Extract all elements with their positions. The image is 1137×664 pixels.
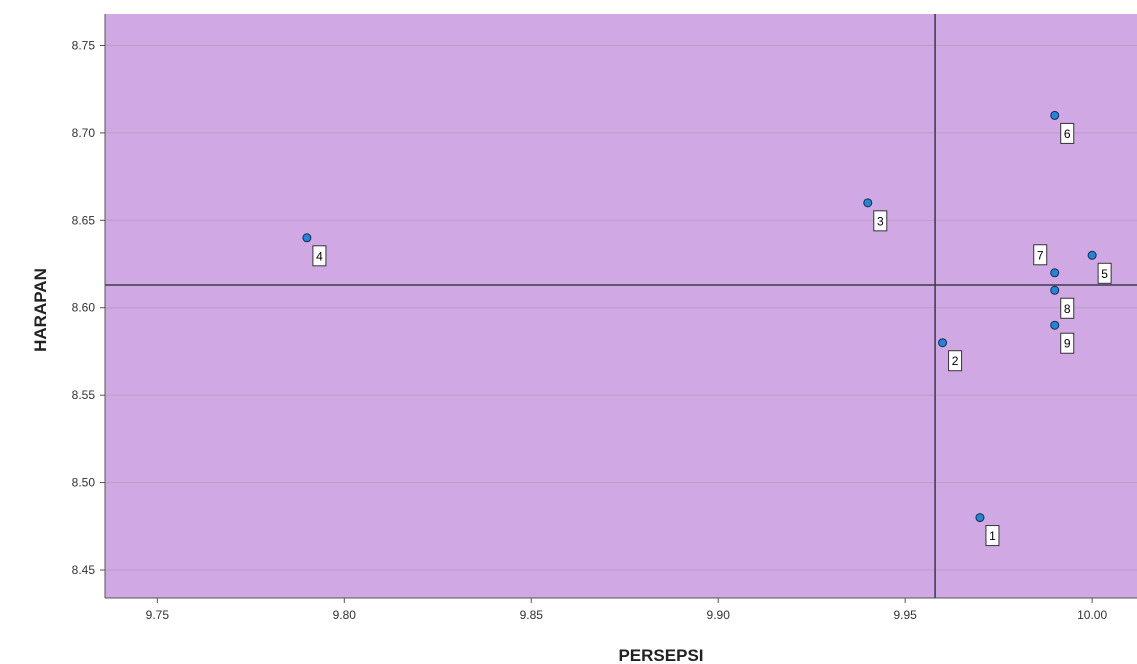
data-point (1050, 110, 1060, 120)
x-axis-title: PERSEPSI (618, 646, 703, 664)
y-tick-label: 8.50 (72, 476, 96, 490)
point-label-box (1060, 122, 1075, 144)
x-tick-label: 9.80 (333, 608, 357, 622)
point-label: 5 (1101, 267, 1108, 281)
reference-lines (105, 14, 1137, 598)
data-point (863, 198, 873, 208)
point-label: 2 (952, 354, 959, 368)
y-tick-label: 8.65 (72, 213, 96, 227)
point-label: 6 (1064, 127, 1071, 141)
y-tick-label: 8.60 (72, 301, 96, 315)
point-label: 4 (316, 249, 323, 263)
data-points: 1 2 3 4 5 6 7 8 9 (302, 110, 1112, 547)
point-label: 1 (989, 529, 996, 543)
data-point (1050, 320, 1060, 330)
point-label: 7 (1037, 248, 1044, 262)
x-tick-label: 9.95 (893, 608, 917, 622)
y-tick-label: 8.55 (72, 388, 96, 402)
y-tick-label: 8.45 (72, 563, 96, 577)
point-label-box (1060, 297, 1075, 319)
point-label-box (1060, 332, 1075, 354)
y-tick-label: 8.75 (72, 38, 96, 52)
x-tick-label: 9.90 (707, 608, 731, 622)
y-axis-title: HARAPAN (31, 268, 50, 352)
grid-lines (105, 44, 1137, 571)
data-point (1087, 250, 1097, 260)
data-point (975, 513, 985, 523)
x-axis-ticks: 9.75 9.80 9.85 9.90 9.95 10.00 (146, 598, 1107, 622)
y-tick-label: 8.70 (72, 126, 96, 140)
point-label-box (312, 245, 327, 267)
point-label-box (873, 210, 888, 232)
point-label: 3 (877, 214, 884, 228)
point-label-box (948, 350, 963, 372)
point-label: 8 (1064, 302, 1071, 316)
data-point (1050, 268, 1060, 278)
point-label: 9 (1064, 337, 1071, 351)
point-label-box (1097, 262, 1112, 284)
point-label-box (985, 525, 1000, 547)
data-point (1050, 285, 1060, 295)
data-point (938, 338, 948, 348)
x-tick-label: 10.00 (1077, 608, 1107, 622)
point-label-box (1033, 244, 1048, 266)
plot-area (105, 14, 1137, 598)
x-tick-label: 9.75 (146, 608, 170, 622)
data-point (302, 233, 312, 243)
x-tick-label: 9.85 (520, 608, 544, 622)
y-axis-ticks: 8.45 8.50 8.55 8.60 8.65 8.70 8.75 (72, 38, 105, 577)
